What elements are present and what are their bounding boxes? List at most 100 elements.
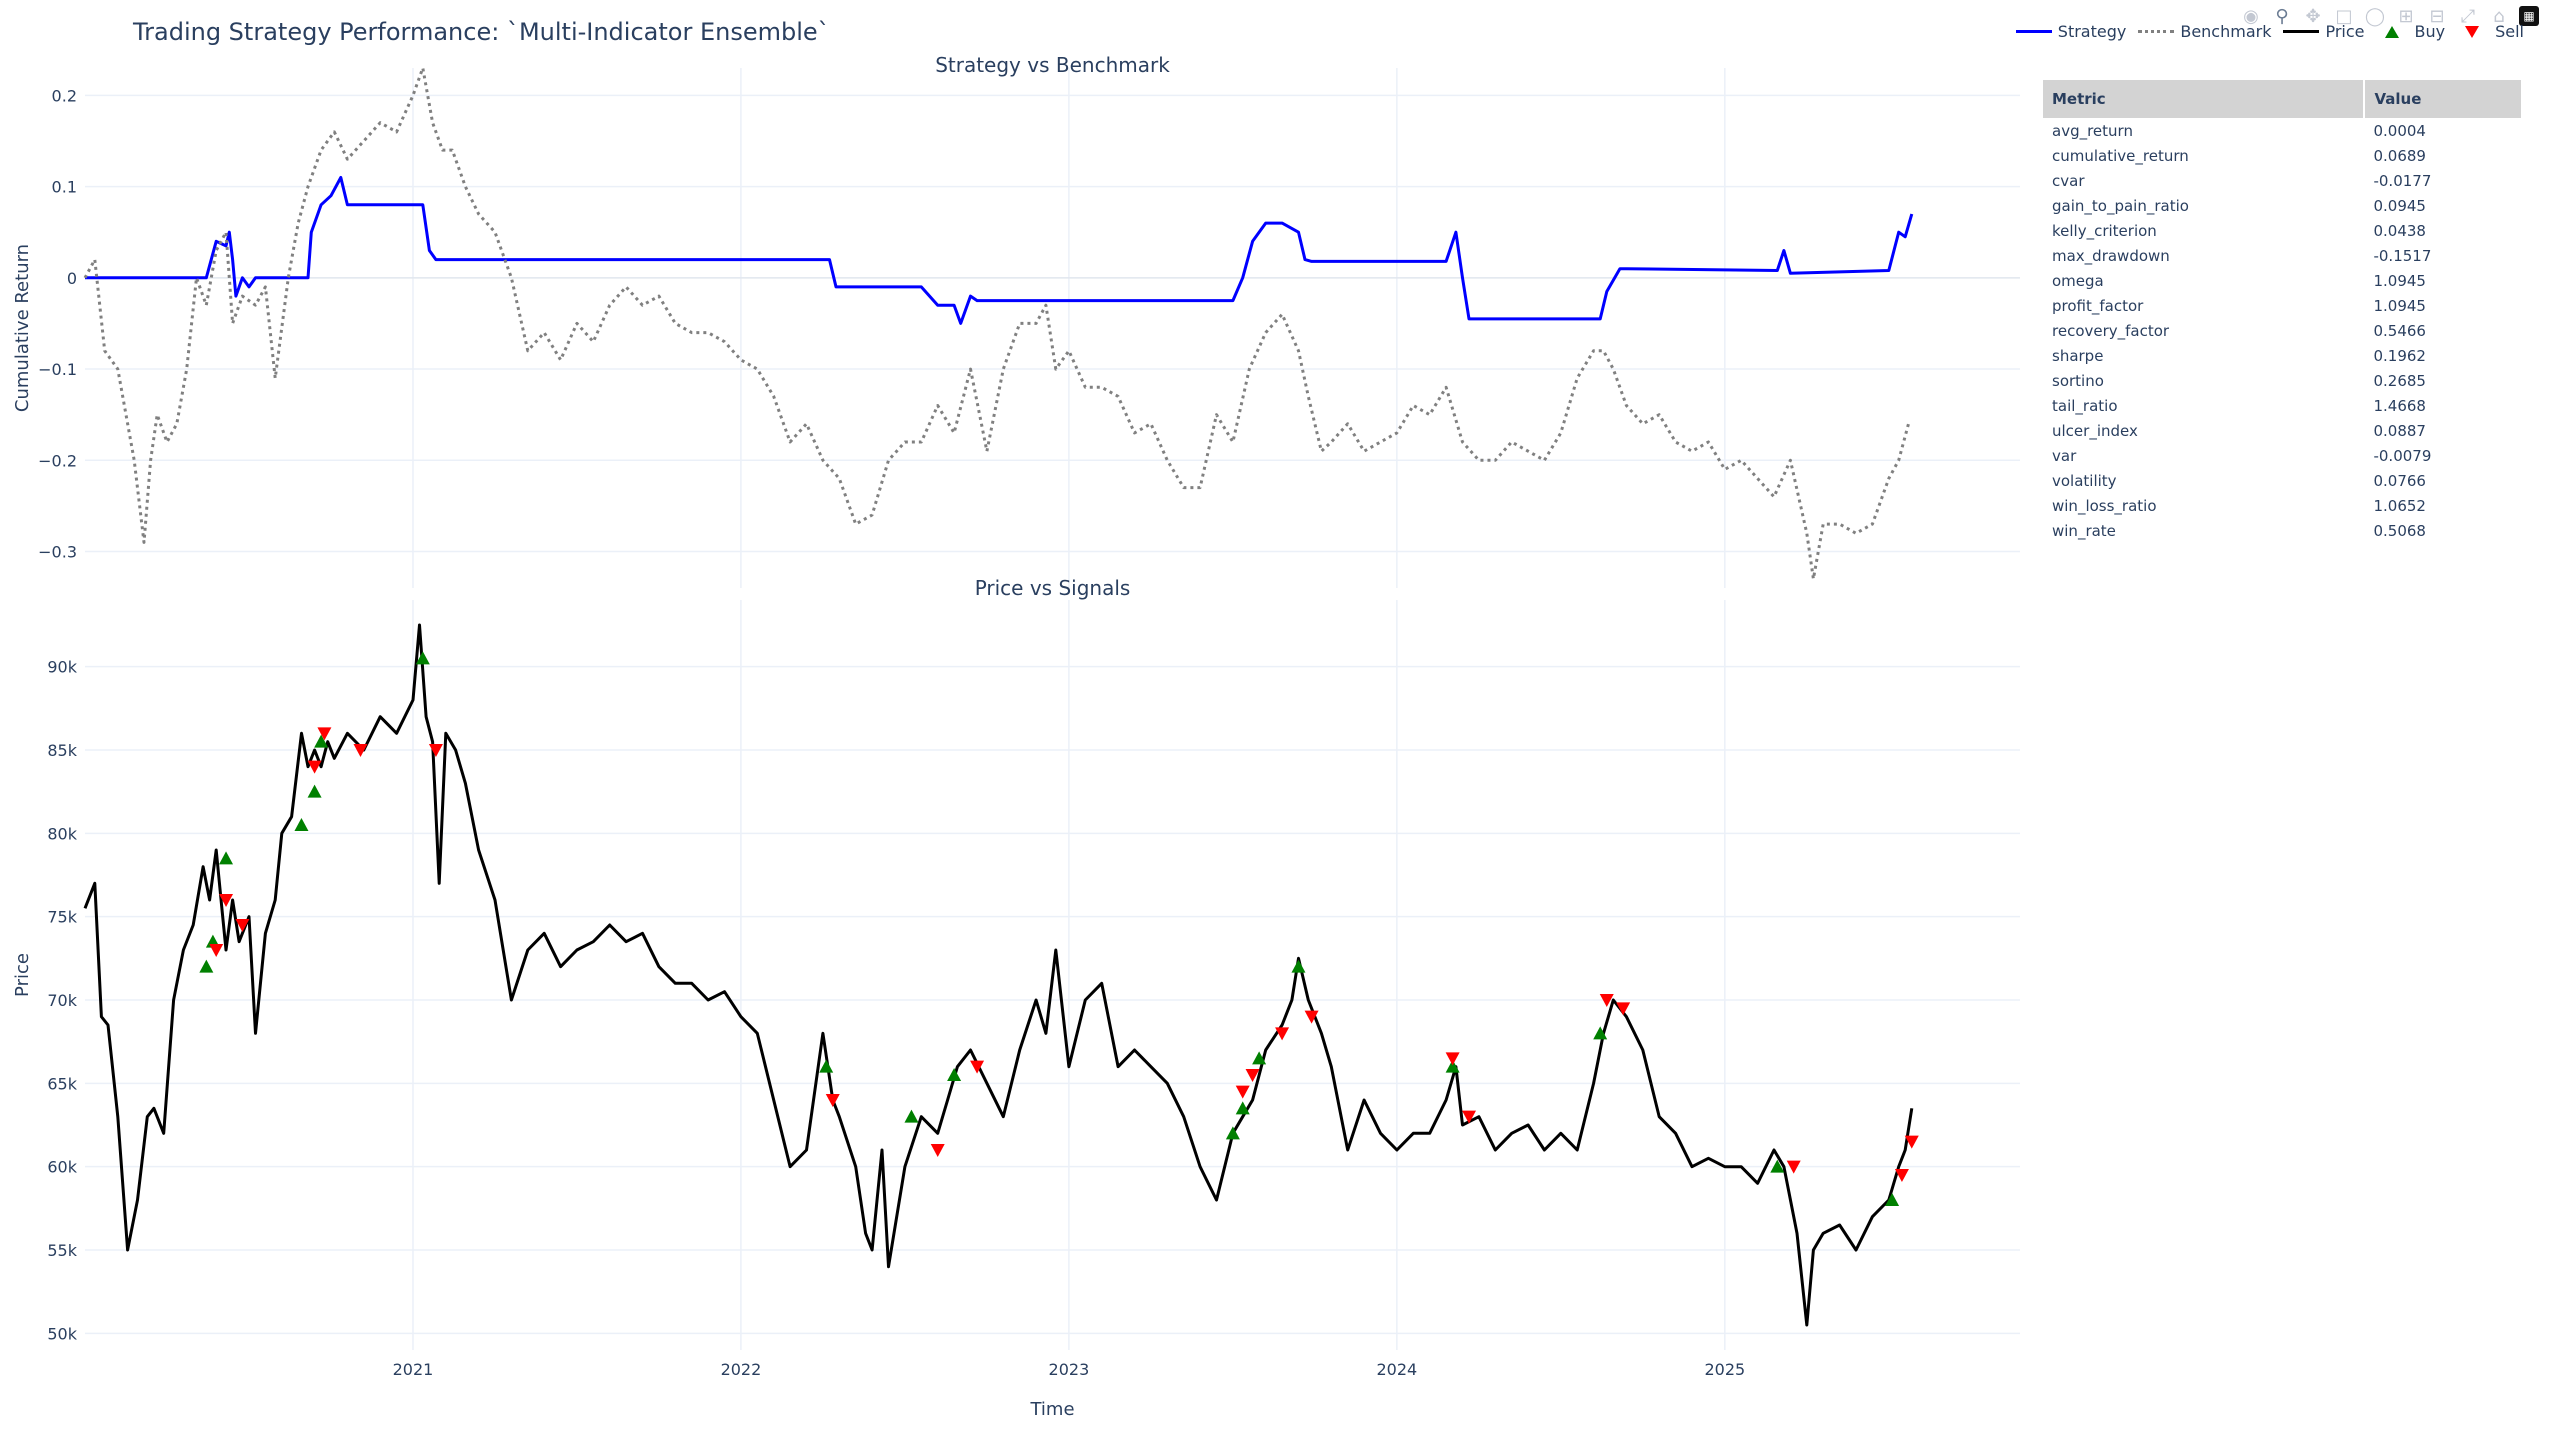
metric-value-cell: 0.0887 <box>2373 421 2426 440</box>
legend-swatch-price <box>2283 30 2320 33</box>
metric-name-cell: sharpe <box>2052 346 2104 365</box>
legend-label-strategy: Strategy <box>2057 22 2127 41</box>
sell-marker <box>1462 1110 1477 1124</box>
table-row: win_rate 0.5068 <box>2043 518 2522 543</box>
table-row: omega 1.0945 <box>2043 268 2522 293</box>
metric-value-cell: 0.1962 <box>2373 346 2426 365</box>
x-tick-label: 2024 <box>1377 1360 1418 1379</box>
sell-marker <box>1599 994 1614 1007</box>
legend-item-sell[interactable]: Sell <box>2457 22 2524 41</box>
y-axis-label: Cumulative Return <box>12 244 33 412</box>
table-header-row: Metric Value <box>2043 80 2523 118</box>
buy-marker <box>1252 1051 1267 1065</box>
table-row: profit_factor 1.0945 <box>2043 293 2522 318</box>
buy-triangle-icon <box>2384 25 2399 38</box>
legend-swatch-benchmark <box>2138 30 2175 33</box>
y-tick-label: 0.2 <box>52 86 77 105</box>
buy-marker <box>415 651 430 665</box>
sell-marker <box>1275 1027 1290 1041</box>
metric-value-cell: 1.4668 <box>2373 396 2426 415</box>
buy-marker <box>904 1109 919 1123</box>
sell-marker <box>930 1144 945 1157</box>
metric-name-cell: max_drawdown <box>2052 246 2170 265</box>
legend-label-buy: Buy <box>2414 22 2446 41</box>
x-tick-label: 2021 <box>393 1360 434 1379</box>
sell-marker <box>1245 1069 1260 1082</box>
metric-name-cell: omega <box>2052 271 2104 290</box>
y-tick-label: −0.2 <box>38 451 77 470</box>
legend: Strategy Benchmark Price Buy Sell <box>2015 22 2524 41</box>
y-tick-label: −0.3 <box>38 543 77 562</box>
table-row: avg_return 0.0004 <box>2043 118 2522 143</box>
reset-axes-icon[interactable]: ⌂ <box>2493 6 2505 27</box>
buy-marker <box>947 1068 962 1081</box>
metric-name-cell: tail_ratio <box>2052 396 2118 415</box>
metric-name-cell: win_rate <box>2052 521 2116 540</box>
camera-icon[interactable]: ◉ <box>2243 6 2259 27</box>
sell-marker <box>209 944 224 957</box>
buy-marker <box>314 734 329 748</box>
metric-value-cell: 1.0945 <box>2373 296 2426 315</box>
zoom-out-icon[interactable]: ⊟ <box>2429 6 2445 27</box>
table-row: tail_ratio 1.4668 <box>2043 393 2522 418</box>
buy-marker <box>1593 1026 1608 1040</box>
metric-name-cell: cumulative_return <box>2052 146 2189 165</box>
sell-marker <box>825 1094 840 1107</box>
sell-marker <box>970 1060 985 1074</box>
sell-marker <box>1616 1002 1631 1016</box>
table-row: volatility 0.0766 <box>2043 468 2522 493</box>
y-tick-label: 50k <box>47 1324 77 1343</box>
metric-name-cell: gain_to_pain_ratio <box>2052 196 2189 215</box>
metrics-body: avg_return 0.0004 cumulative_return 0.0689 c… <box>2043 118 2522 543</box>
buy-marker <box>1225 1126 1240 1140</box>
table-row: recovery_factor 0.5466 <box>2043 318 2522 343</box>
zoom-in-icon[interactable]: ⊞ <box>2398 6 2414 27</box>
metric-name-cell: win_loss_ratio <box>2052 496 2157 515</box>
metric-value-cell: 0.5466 <box>2373 321 2426 340</box>
legend-label-benchmark: Benchmark <box>2180 22 2272 41</box>
metric-value-cell: -0.1517 <box>2373 246 2432 265</box>
metric-value-cell: 0.2685 <box>2373 371 2426 390</box>
series-line-benchmark <box>83 66 1910 581</box>
sell-marker <box>219 894 234 907</box>
table-header-metric: Metric <box>2043 80 2366 118</box>
metric-name-cell: sortino <box>2052 371 2104 390</box>
legend-item-buy[interactable]: Buy <box>2377 22 2446 41</box>
metric-value-cell: 1.0945 <box>2373 271 2426 290</box>
metric-value-cell: 0.0438 <box>2373 221 2426 240</box>
buy-marker <box>1445 1059 1460 1073</box>
box-select-icon[interactable]: □ <box>2335 6 2353 27</box>
y-tick-label: 70k <box>47 991 77 1010</box>
panel-ret: 0.2 0.1 0 −0.1 −0.2 −0.3 Strategy vs Benchmark… <box>12 53 2020 588</box>
sell-marker <box>428 744 443 757</box>
legend-item-benchmark[interactable]: Benchmark <box>2138 22 2271 41</box>
metric-value-cell: 0.0766 <box>2373 471 2426 490</box>
table-row: var -0.0079 <box>2043 443 2522 468</box>
pan-icon[interactable]: ✥ <box>2305 6 2321 27</box>
plotly-logo-icon[interactable]: ▦ <box>2519 6 2539 26</box>
metric-name-cell: recovery_factor <box>2052 321 2170 340</box>
y-tick-label: 55k <box>47 1241 77 1260</box>
table-row: sortino 0.2685 <box>2043 368 2522 393</box>
legend-item-price[interactable]: Price <box>2283 22 2365 41</box>
table-row: kelly_criterion 0.0438 <box>2043 218 2522 243</box>
legend-item-strategy[interactable]: Strategy <box>2015 22 2127 41</box>
buy-marker <box>1235 1101 1250 1115</box>
table-row: win_loss_ratio 1.0652 <box>2043 493 2522 518</box>
y-tick-label: 0.1 <box>52 178 77 197</box>
metrics-table: Metric Value avg_return 0.0004 cumulative_… <box>2043 80 2523 543</box>
sell-marker <box>1894 1169 1909 1182</box>
metric-value-cell: 0.0689 <box>2373 146 2426 165</box>
buy-marker <box>219 851 234 865</box>
autoscale-icon[interactable]: ⤢ <box>2460 6 2476 27</box>
zoom-icon[interactable]: ⚲ <box>2275 6 2289 27</box>
sell-marker <box>317 727 332 741</box>
lasso-icon[interactable]: ◯ <box>2364 6 2386 27</box>
metric-name-cell: kelly_criterion <box>2052 221 2157 240</box>
metric-name-cell: ulcer_index <box>2052 421 2138 440</box>
metric-name-cell: avg_return <box>2052 121 2133 140</box>
y-tick-label: 90k <box>47 658 77 677</box>
y-axis-label: Price <box>12 953 33 997</box>
metric-name-cell: volatility <box>2052 471 2117 490</box>
